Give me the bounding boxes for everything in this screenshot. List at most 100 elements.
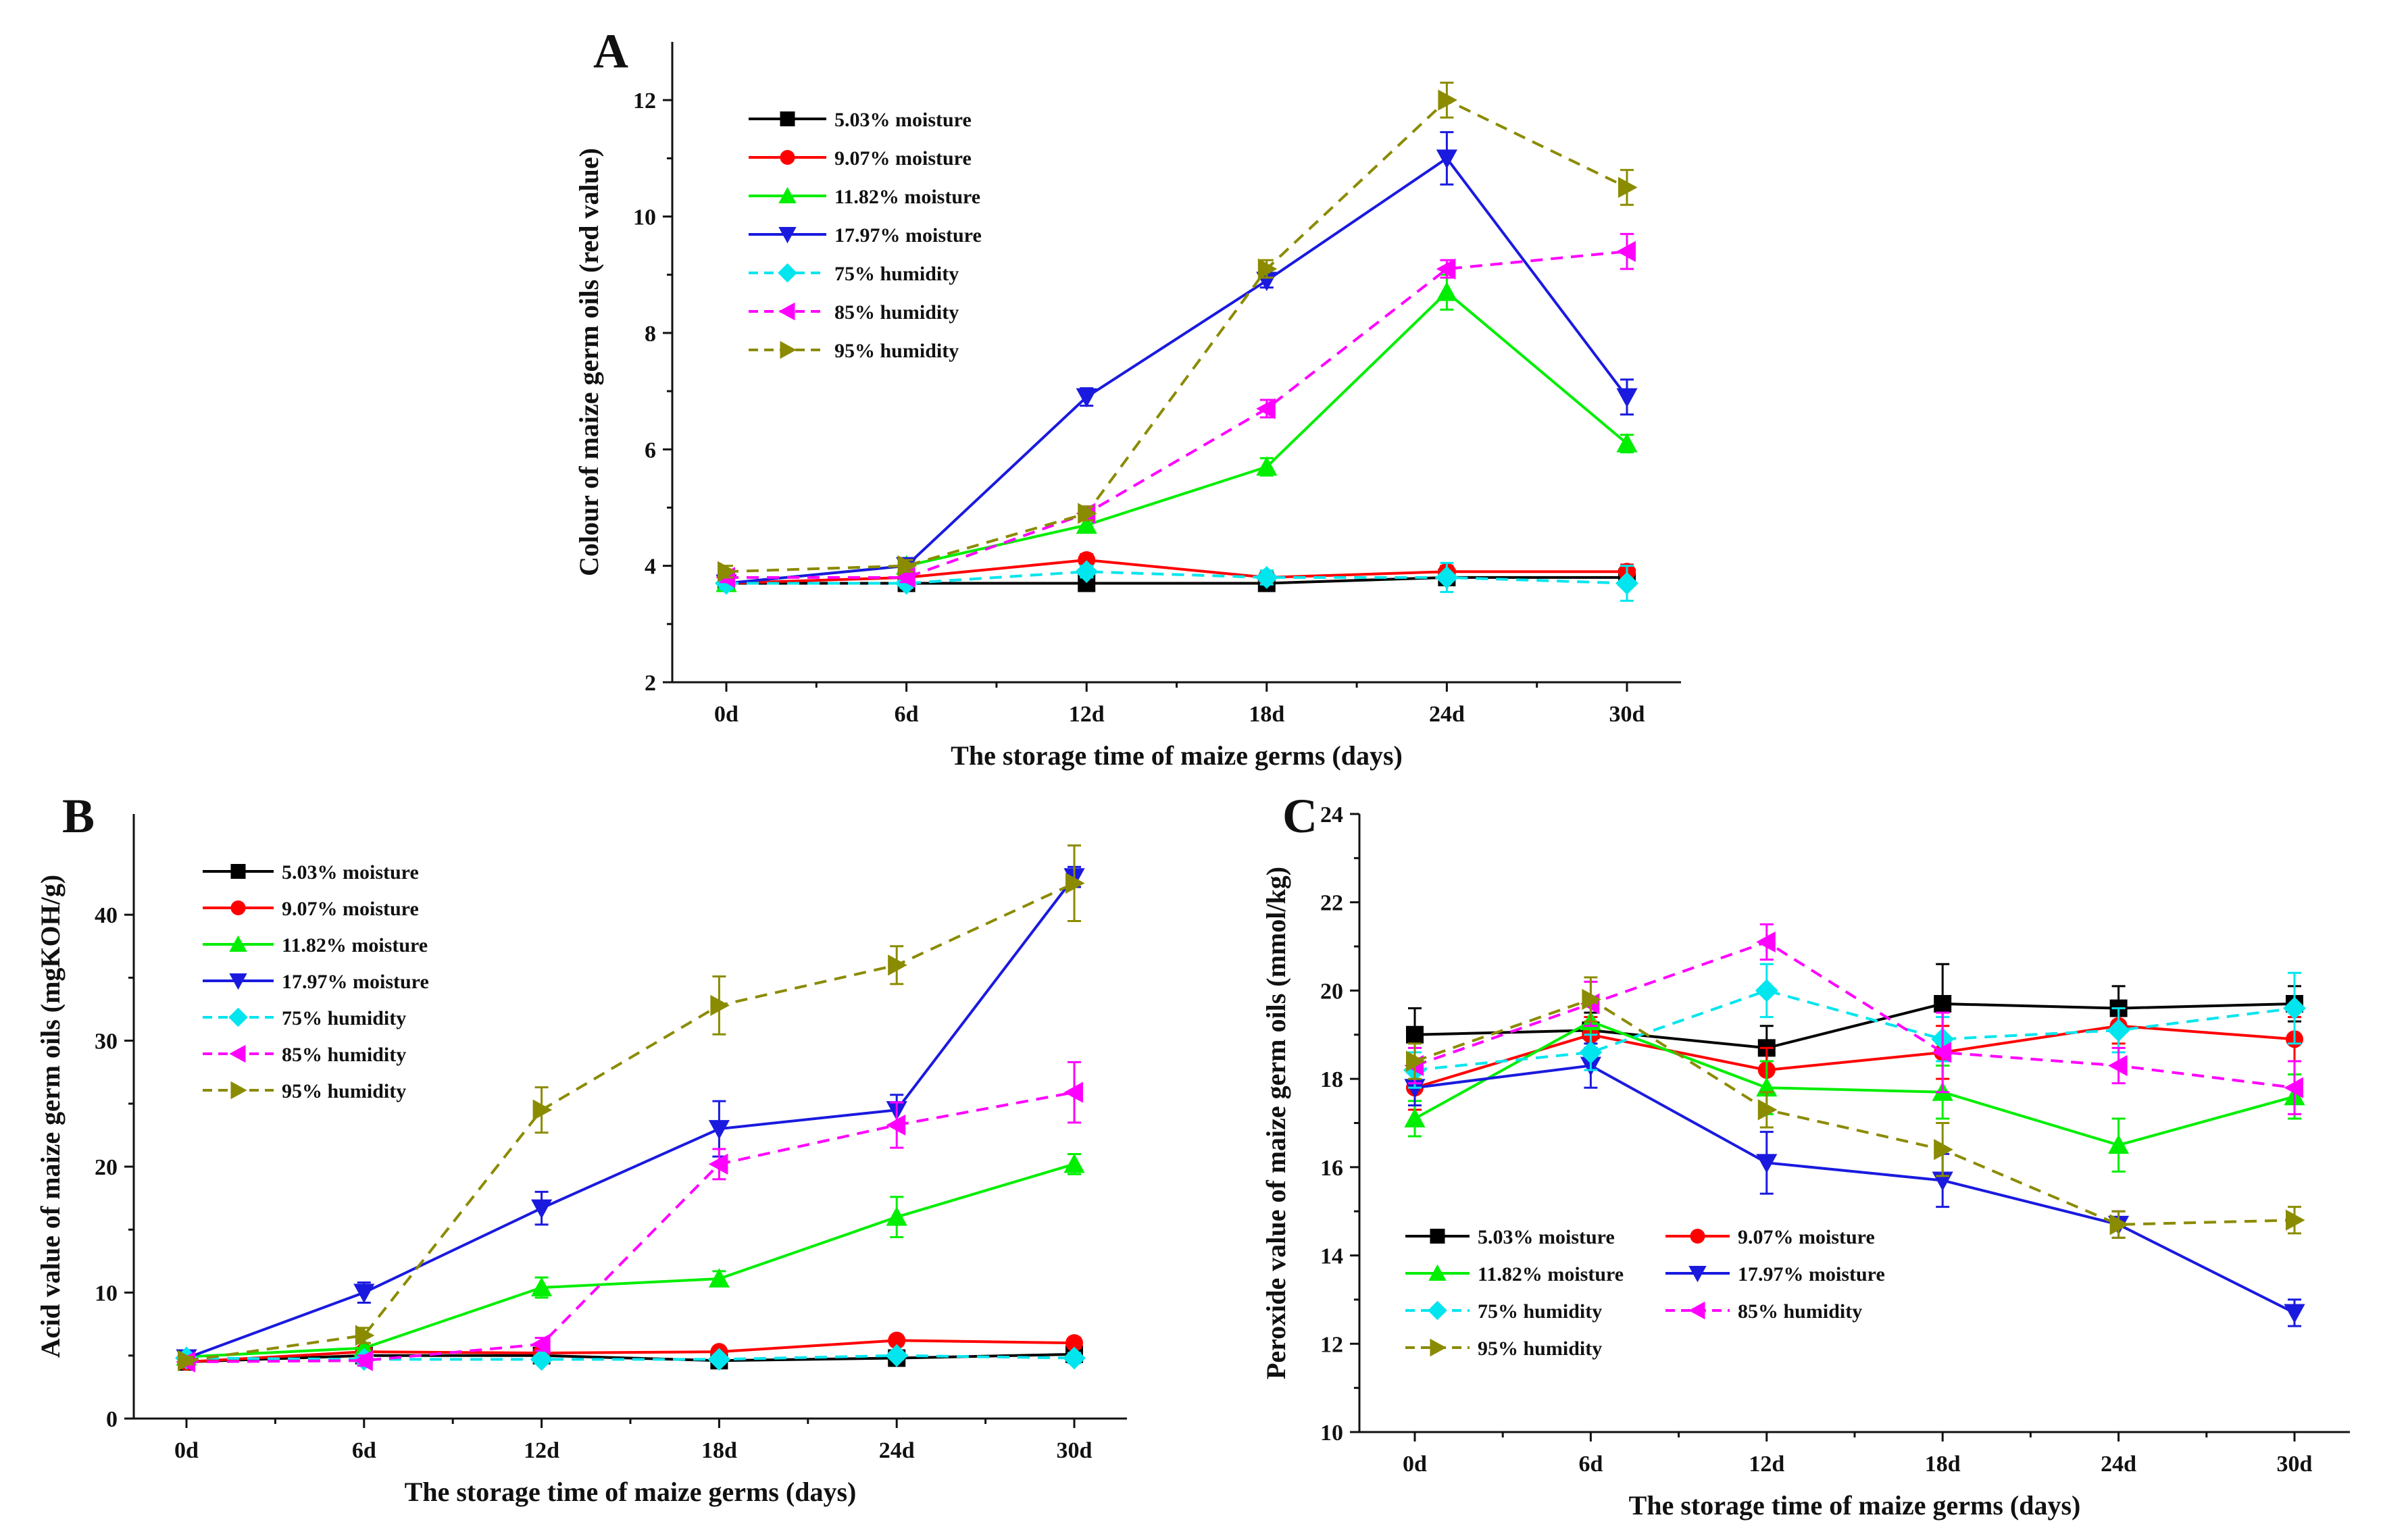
legend-marker: [780, 111, 795, 126]
legend-marker: [778, 302, 795, 321]
series-line: [726, 156, 1628, 585]
data-point: [2286, 1209, 2305, 1231]
legend-label: 75% humidity: [282, 1007, 406, 1029]
x-axis-title: The storage time of maize germs (days): [1629, 1490, 2081, 1521]
x-tick-label: 0d: [714, 702, 738, 727]
legend-label: 11.82% moisture: [1478, 1263, 1624, 1285]
series-line: [1414, 1019, 2295, 1147]
x-tick-label: 30d: [1057, 1438, 1093, 1463]
series-line: [1414, 998, 2295, 1226]
data-point: [1256, 398, 1276, 419]
data-point: [1582, 988, 1601, 1011]
series-5: [716, 232, 1636, 588]
data-point: [2107, 1019, 2130, 1042]
data-point: [1404, 1108, 1426, 1127]
legend-label: 11.82% moisture: [834, 186, 980, 208]
legend-marker: [229, 935, 247, 952]
data-point: [707, 1348, 731, 1371]
legend-marker: [1688, 1301, 1705, 1320]
legend-marker: [1430, 1229, 1445, 1244]
y-tick-label: 0: [106, 1407, 118, 1432]
legend-marker: [229, 1044, 246, 1063]
legend-label: 5.03% moisture: [834, 109, 972, 131]
y-tick-label: 20: [95, 1155, 118, 1180]
legend-label: 11.82% moisture: [282, 934, 428, 957]
legend-marker: [780, 150, 795, 165]
panel-c-letter: C: [1282, 789, 1318, 843]
panel-b-chart: 0 10 20 30 40 0d 6d 12d 18d 24d 30d The storage tim…: [35, 814, 1127, 1507]
y-tick-label: 10: [633, 205, 656, 230]
panel-b-letter: B: [62, 789, 95, 843]
y-tick-label: 20: [1320, 979, 1343, 1004]
panel-a-letter: A: [593, 24, 628, 78]
data-point: [1756, 931, 1776, 953]
series-line: [186, 876, 1076, 1360]
data-point: [1756, 1154, 1778, 1173]
series-5: [176, 1061, 1083, 1373]
x-tick-label: 30d: [2277, 1452, 2313, 1477]
x-tick-label: 6d: [895, 702, 919, 727]
legend-marker: [1428, 1264, 1447, 1281]
data-point: [710, 994, 730, 1017]
legend-label: 17.97% moisture: [282, 971, 429, 993]
data-point: [1256, 456, 1278, 476]
panel-a-chart: 2 4 6 8 10 12 0d 6d 12d 18d 24d 30d The storage time…: [574, 42, 1681, 771]
data-point: [531, 1333, 551, 1355]
y-tick-label: 40: [95, 903, 118, 928]
series-line: [1414, 1064, 2295, 1315]
data-point: [1435, 565, 1459, 589]
legend-marker: [778, 186, 797, 203]
data-point: [1934, 995, 1952, 1013]
data-point: [1755, 979, 1778, 1002]
data-point: [1078, 551, 1096, 569]
legend-marker: [780, 340, 797, 359]
x-tick-label: 18d: [1249, 702, 1284, 727]
legend-marker: [1430, 1338, 1447, 1357]
y-axis-title: Colour of maize germ oils (red value): [574, 148, 604, 576]
series-line: [1414, 989, 2295, 1072]
legend-label: 9.07% moisture: [282, 898, 419, 920]
y-axis-title: Acid value of maize germ oils (mgKOH/g): [35, 875, 66, 1358]
x-tick-label: 6d: [352, 1438, 376, 1463]
x-tick-label: 12d: [1749, 1452, 1784, 1477]
data-point: [708, 1153, 728, 1175]
series-line: [186, 1352, 1075, 1364]
x-tick-label: 12d: [1069, 702, 1105, 727]
series-line: [1414, 940, 2295, 1090]
data-point: [1406, 1025, 1424, 1044]
legend-label: 9.07% moisture: [834, 147, 972, 170]
series-2: [176, 1152, 1085, 1366]
series-line: [1414, 1024, 2295, 1090]
data-point: [1076, 388, 1097, 408]
y-tick-label: 8: [645, 322, 656, 347]
legend-label: 17.97% moisture: [1738, 1263, 1885, 1285]
data-point: [531, 1277, 553, 1297]
legend-label: 17.97% moisture: [834, 224, 982, 247]
data-point: [885, 1344, 909, 1367]
legend-marker: [778, 227, 797, 244]
series-6: [1406, 976, 2305, 1239]
data-point: [1078, 503, 1097, 524]
legend-marker: [1428, 1300, 1447, 1321]
series-line: [186, 1354, 1075, 1361]
series-3: [176, 865, 1085, 1369]
data-point: [1065, 1334, 1083, 1352]
y-tick-label: 6: [645, 438, 656, 463]
data-point: [532, 1099, 553, 1121]
data-point: [1616, 433, 1638, 453]
data-point: [708, 1120, 730, 1140]
data-point: [1932, 1042, 1952, 1063]
legend: 5.03% moisture 9.07% moisture 11.82% moist…: [1405, 1226, 1885, 1360]
y-tick-label: 4: [645, 555, 656, 580]
x-axis-title: The storage time of maize germs (days): [951, 740, 1403, 771]
panel-c-chart: 10 12 14 16 18 20 22 24 0d 6d 12d 18d 24d 30d The stor…: [1261, 802, 2350, 1521]
data-point: [353, 1283, 375, 1304]
data-point: [2109, 1214, 2130, 1235]
legend-label: 85% humidity: [282, 1044, 406, 1066]
data-point: [2284, 1077, 2303, 1098]
data-point: [2284, 1304, 2305, 1324]
data-point: [1075, 560, 1099, 584]
data-point: [1065, 872, 1085, 894]
data-point: [718, 561, 737, 582]
data-point: [1436, 258, 1456, 280]
